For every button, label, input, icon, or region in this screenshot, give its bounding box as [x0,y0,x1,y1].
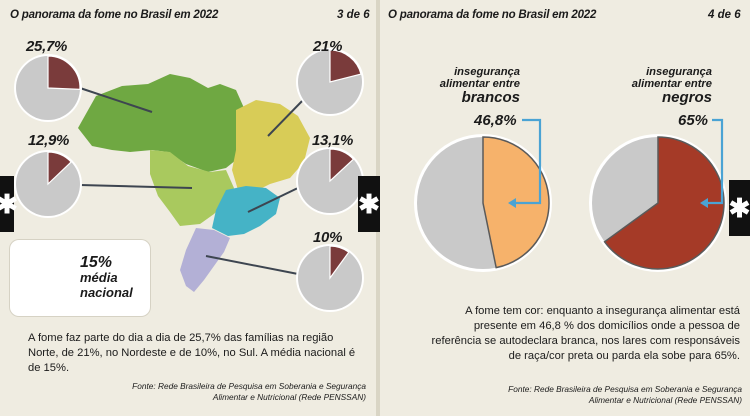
panel-title: O panorama da fome no Brasil em 2022 [388,9,597,21]
panel-title: O panorama da fome no Brasil em 2022 [10,9,219,21]
prev-slide-button[interactable]: ✱ [0,176,18,232]
pie-centro-oeste [14,150,82,218]
leader-line-1 [267,97,306,137]
label-brancos: insegurança alimentar entre brancos [439,66,520,106]
national-average-box [10,240,150,316]
leader-line-2 [79,184,193,189]
body-text-left: A fome faz parte do dia a dia de 25,7% d… [28,332,356,374]
pie-slice-hunger [47,151,73,186]
pie-slice-hunger [329,148,355,183]
asterisk-icon: ✱ [0,188,18,219]
body-text-right: A fome tem cor: enquanto a insegurança a… [431,305,740,362]
next-slide-button[interactable]: ✱ [358,176,380,232]
arrow-head-1 [700,198,708,208]
label-negros: insegurança alimentar entre negros [631,66,712,106]
leader-line-4 [205,255,299,275]
pct-label-sul: 10% [313,229,343,246]
pie-norte [14,54,82,122]
arrow-head-0 [508,198,516,208]
pie-slice-hunger [47,55,81,91]
page-indicator: 3 de 6 [337,9,370,21]
next-slide-button-right[interactable]: ✱ [729,180,750,236]
region-nordeste [232,100,310,192]
pct-label-sudeste: 13,1% [312,132,354,149]
leader-line-0 [79,87,153,113]
national-average-label: média nacional [80,270,133,300]
callout-arrow-1 [706,118,724,205]
leader-line-3 [247,185,303,213]
page-indicator: 4 de 6 [708,9,741,21]
pie-sul [296,244,364,312]
pie-nordeste [296,48,364,116]
pct-label-negros: 65% [678,112,709,129]
asterisk-icon: ✱ [358,188,380,219]
region-norte [78,74,244,172]
region-sul [180,228,230,292]
region-sudeste [212,186,280,236]
national-average-pct: 15% [80,254,113,271]
pct-label-centro-oeste: 12,9% [28,132,70,149]
source-left: Fonte: Rede Brasileira de Pesquisa em So… [132,381,366,402]
pie-negros [589,134,727,272]
source-right: Fonte: Rede Brasileira de Pesquisa em So… [508,384,742,405]
pie-slice-hunger [329,245,350,280]
pie-sudeste [296,147,364,215]
pie-slice-insecurity [603,136,725,270]
pct-label-brancos: 46,8% [474,112,517,129]
callout-arrow-0 [514,118,542,205]
pct-label-norte: 25,7% [26,38,68,55]
asterisk-icon: ✱ [728,192,750,223]
pie-slice-hunger [329,49,362,83]
pct-label-nordeste: 21% [313,38,343,55]
